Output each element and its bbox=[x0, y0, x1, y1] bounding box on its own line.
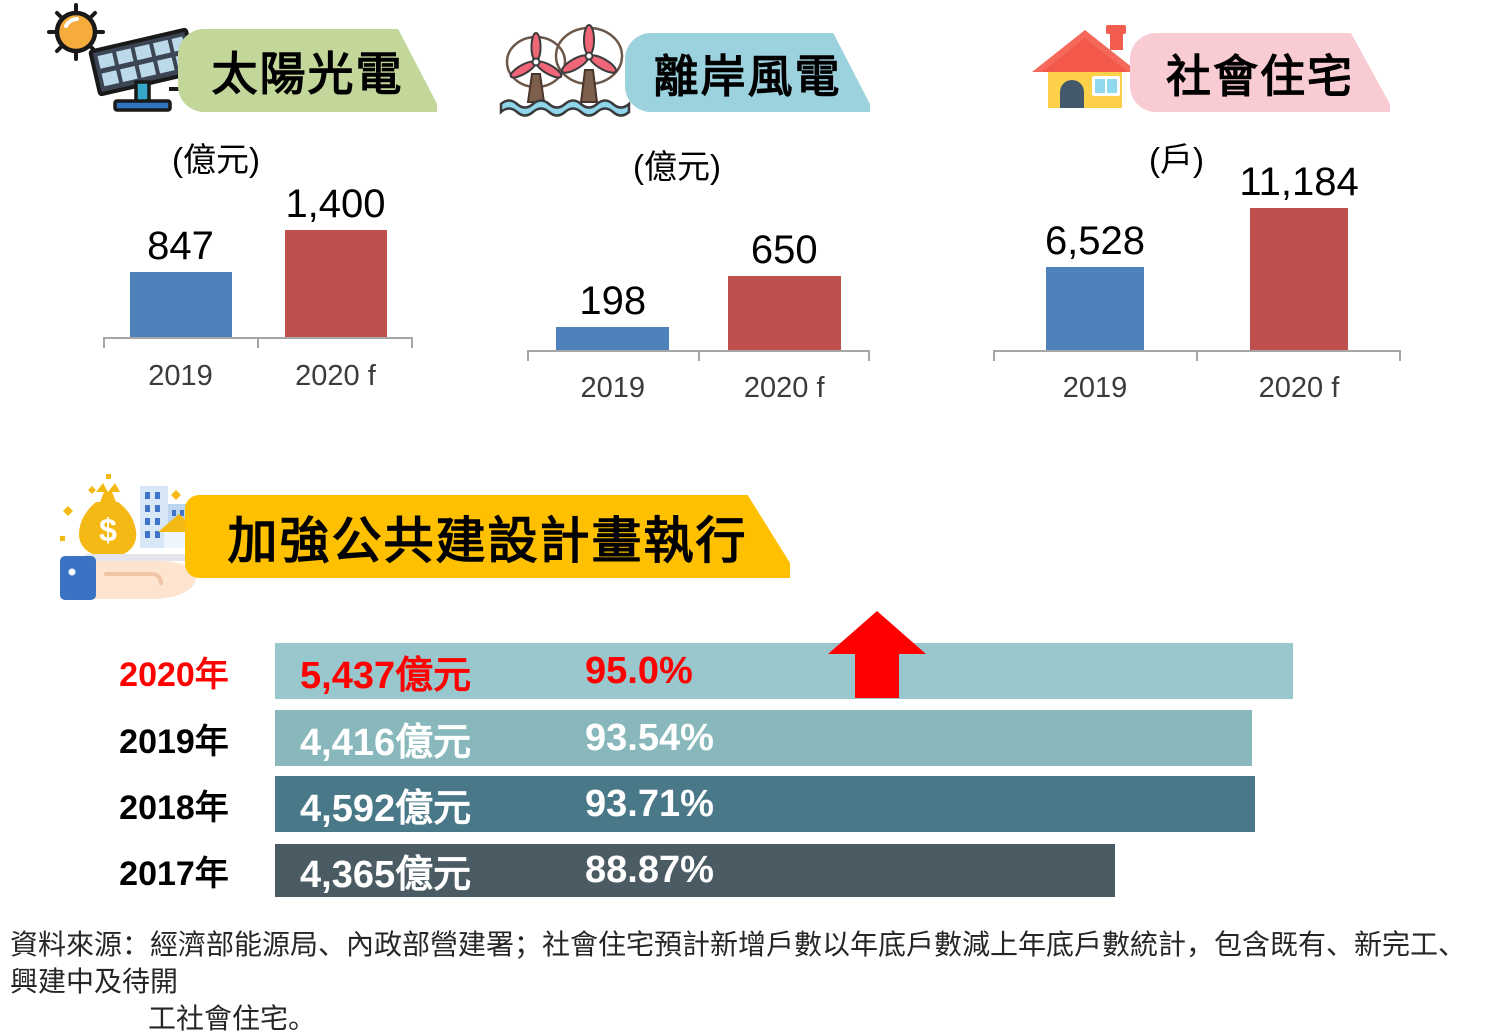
exec-banner-text: 加強公共建設計畫執行 bbox=[227, 512, 748, 569]
bar-value-label: 650 bbox=[750, 228, 818, 272]
bar-group-2020f: 11,184 bbox=[1197, 154, 1401, 350]
source-note: 資料來源：經濟部能源局、內政部營建署；社會住宅預計新增戶數以年底戶數減上年底戶數… bbox=[10, 926, 1480, 1036]
axis-tick bbox=[1196, 352, 1198, 361]
axis-tick bbox=[1399, 352, 1401, 361]
unit-label-solar: (億元) bbox=[172, 141, 260, 178]
bar-2019 bbox=[1046, 267, 1144, 350]
bar-2020f bbox=[284, 230, 387, 337]
exec-row-2020: 2020年 5,437億元 95.0% bbox=[0, 643, 1486, 699]
axis-tick bbox=[527, 352, 529, 361]
source-line-1: 資料來源：經濟部能源局、內政部營建署；社會住宅預計新增戶數以年底戶數減上年底戶數… bbox=[10, 929, 1467, 997]
exec-row-2018: 2018年 4,592億元 93.71% bbox=[0, 776, 1486, 832]
category-label: 2019 bbox=[580, 372, 645, 404]
unit-label-housing: (戶) bbox=[1149, 141, 1204, 178]
unit-label-wind: (億元) bbox=[633, 148, 721, 185]
axis-tick bbox=[697, 352, 700, 361]
solar-panel-sun-icon bbox=[47, 3, 198, 112]
category-label: 2020 f bbox=[295, 360, 376, 392]
panel-title-solar: 太陽光電 bbox=[178, 29, 437, 112]
percent-label: 95.0% bbox=[585, 649, 693, 692]
bar-group-2019: 6,528 bbox=[993, 154, 1197, 350]
hand-money-buildings-icon: $ bbox=[60, 474, 201, 600]
axis-tick bbox=[993, 352, 995, 361]
bar-2020f bbox=[1250, 208, 1348, 350]
solar-bar-chart: 847 1,400 bbox=[103, 175, 413, 348]
percent-label: 93.54% bbox=[585, 716, 714, 759]
bar-value-label: 6,528 bbox=[1044, 219, 1146, 263]
axis-tick bbox=[411, 339, 413, 348]
svg-text:$: $ bbox=[99, 512, 117, 548]
axis-tick bbox=[257, 339, 259, 348]
bar-2020f bbox=[727, 276, 841, 350]
exec-bar-2020: 5,437億元 95.0% bbox=[275, 643, 1293, 699]
amount-label: 4,365億元 bbox=[300, 854, 472, 896]
axis-tick bbox=[103, 339, 105, 348]
category-label: 2019 bbox=[148, 360, 213, 392]
wind-bar-chart: 198 650 bbox=[527, 220, 871, 361]
axis-tick bbox=[868, 352, 870, 361]
category-axis: 2019 2020 f bbox=[103, 360, 413, 393]
amount-label: 4,592億元 bbox=[300, 787, 472, 830]
percent-label: 93.71% bbox=[585, 782, 714, 825]
bar-value-label: 198 bbox=[579, 279, 647, 323]
exec-bar-2017: 4,365億元 88.87% bbox=[275, 844, 1115, 897]
housing-bar-chart: 6,528 11,184 bbox=[993, 154, 1401, 361]
category-axis: 2019 2020 f bbox=[993, 372, 1401, 405]
year-label: 2019年 bbox=[119, 722, 229, 761]
bar-value-label: 1,400 bbox=[285, 182, 386, 226]
house-icon bbox=[1032, 25, 1138, 108]
bar-2019 bbox=[556, 327, 670, 350]
panel-title-wind: 離岸風電 bbox=[625, 33, 870, 112]
increase-arrow-icon bbox=[828, 611, 926, 698]
bar-group-2019: 847 bbox=[103, 175, 258, 337]
amount-label: 5,437億元 bbox=[300, 654, 472, 697]
panel-title-text: 離岸風電 bbox=[653, 51, 842, 102]
bar-value-label: 847 bbox=[147, 224, 214, 268]
panel-title-text: 社會住宅 bbox=[1165, 51, 1354, 102]
percent-label: 88.87% bbox=[585, 849, 714, 891]
year-label: 2017年 bbox=[119, 855, 229, 893]
panel-title-housing: 社會住宅 bbox=[1130, 33, 1390, 112]
category-axis: 2019 2020 f bbox=[527, 372, 870, 405]
panel-title-text: 太陽光電 bbox=[211, 47, 404, 100]
category-label: 2020 f bbox=[1258, 372, 1340, 404]
exec-row-2017: 2017年 4,365億元 88.87% bbox=[0, 844, 1486, 897]
offshore-wind-icon bbox=[499, 24, 631, 117]
bar-group-2020f: 1,400 bbox=[258, 175, 413, 337]
bar-group-2020f: 650 bbox=[699, 220, 871, 350]
source-line-2: 工社會住宅。 bbox=[148, 1003, 317, 1034]
exec-bar-2019: 4,416億元 93.54% bbox=[275, 710, 1252, 766]
exec-bar-2018: 4,592億元 93.71% bbox=[275, 776, 1255, 832]
exec-row-2019: 2019年 4,416億元 93.54% bbox=[0, 710, 1486, 766]
bar-value-label: 11,184 bbox=[1239, 160, 1359, 204]
year-label: 2020年 bbox=[119, 655, 229, 694]
category-label: 2019 bbox=[1062, 372, 1128, 404]
exec-banner-title: 加強公共建設計畫執行 bbox=[185, 495, 790, 578]
category-label: 2020 f bbox=[743, 372, 825, 404]
year-label: 2018年 bbox=[119, 788, 229, 827]
bar-group-2019: 198 bbox=[527, 220, 699, 350]
amount-label: 4,416億元 bbox=[300, 721, 472, 764]
bar-2019 bbox=[129, 272, 232, 337]
